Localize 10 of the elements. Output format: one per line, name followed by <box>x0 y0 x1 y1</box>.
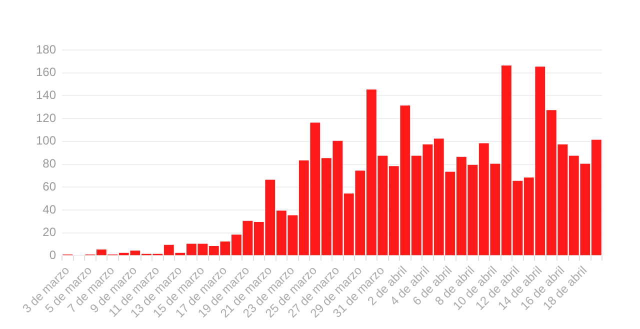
y-tick-label: 180 <box>36 42 56 56</box>
y-tick-label: 80 <box>42 156 56 171</box>
y-tick-label: 40 <box>42 202 56 216</box>
y-tick-label: 140 <box>36 88 56 102</box>
y-tick-label: 60 <box>42 179 56 194</box>
y-tick-label: 20 <box>42 225 56 240</box>
y-tick-label: 120 <box>36 110 56 125</box>
y-tick-label: 0 <box>49 248 56 262</box>
y-tick-label: 100 <box>36 134 56 148</box>
y-tick-label: 160 <box>36 65 56 80</box>
